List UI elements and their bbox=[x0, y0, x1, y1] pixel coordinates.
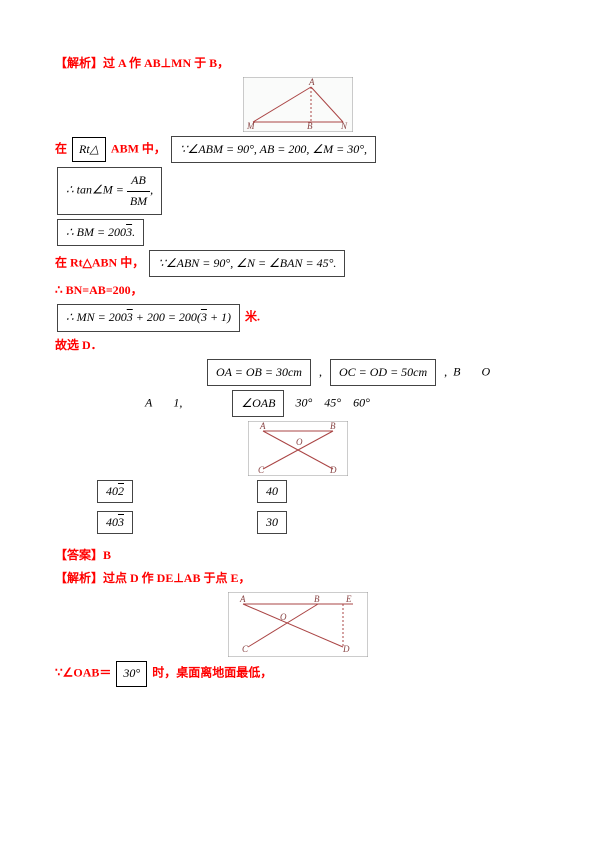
tan-line: ∴ tan∠M = ABBM, bbox=[55, 167, 540, 214]
eq-bm: ∴ BM = 2003. bbox=[57, 219, 144, 246]
conclusion-d: 故选 D． bbox=[55, 336, 540, 355]
cross-diagram: A B C D O bbox=[248, 421, 348, 476]
svg-text:C: C bbox=[258, 465, 265, 475]
rt-abn: 在 Rt△ABN 中， ∵∠ABN = 90°, ∠N = ∠BAN = 45°… bbox=[55, 250, 540, 277]
page: 【解析】过 A 作 AB⊥MN 于 B， A M B N 在 Rt△ ABM 中… bbox=[0, 0, 595, 842]
bn-line: ∴ BN=AB=200， bbox=[55, 281, 540, 300]
mn-line: ∴ MN = 2003 + 200 = 200(3 + 1) 米. bbox=[55, 304, 540, 331]
eq-abm: ∵∠ABM = 90°, AB = 200, ∠M = 30°, bbox=[171, 136, 376, 163]
svg-text:O: O bbox=[296, 437, 303, 447]
box-30: 30° bbox=[116, 661, 147, 686]
oab-30-line: ∵∠OAB＝ 30° 时，桌面离地面最低， bbox=[55, 661, 540, 686]
eq-oc-od: OC = OD = 50cm bbox=[330, 359, 436, 386]
opt-a: 402 bbox=[97, 480, 133, 503]
rt-abm: 在 Rt△ ABM 中， ∵∠ABM = 90°, AB = 200, ∠M =… bbox=[55, 136, 540, 163]
svg-text:O: O bbox=[280, 612, 287, 622]
svg-text:E: E bbox=[345, 594, 352, 604]
svg-text:A: A bbox=[259, 421, 266, 431]
svg-text:A: A bbox=[308, 77, 315, 87]
svg-text:D: D bbox=[342, 644, 350, 654]
cross-ext-diagram: A B E C D O bbox=[228, 592, 368, 657]
oa-ob-line: OA = OB = 30cm , OC = OD = 50cm , B O bbox=[205, 359, 540, 386]
svg-text:N: N bbox=[340, 121, 348, 131]
diagram-2: A B C D O bbox=[55, 421, 540, 476]
bm-line: ∴ BM = 2003. bbox=[55, 219, 540, 246]
analysis-2: 【解析】过点 D 作 DE⊥AB 于点 E， bbox=[55, 569, 540, 588]
eq-oa-ob: OA = OB = 30cm bbox=[207, 359, 311, 386]
answer-b: 【答案】B bbox=[55, 546, 540, 565]
svg-text:B: B bbox=[330, 421, 336, 431]
opt-c: 403 bbox=[97, 511, 133, 534]
eq-abn: ∵∠ABN = 90°, ∠N = ∠BAN = 45°. bbox=[149, 250, 345, 277]
svg-text:A: A bbox=[239, 594, 246, 604]
opt-d: 30 bbox=[257, 511, 287, 534]
angle-line: A 1, ∠OAB 30° 45° 60° bbox=[145, 390, 540, 417]
svg-text:C: C bbox=[242, 644, 249, 654]
svg-text:D: D bbox=[329, 465, 337, 475]
opt-b: 40 bbox=[257, 480, 287, 503]
eq-tan: ∴ tan∠M = ABBM, bbox=[57, 167, 162, 214]
svg-text:B: B bbox=[307, 121, 313, 131]
eq-oab: ∠OAB bbox=[232, 390, 284, 417]
rt-triangle-box: Rt△ bbox=[72, 137, 106, 162]
options-row-2: 403 30 bbox=[95, 511, 540, 534]
options-row-1: 402 40 bbox=[95, 480, 540, 503]
svg-text:M: M bbox=[246, 121, 255, 131]
diagram-3: A B E C D O bbox=[55, 592, 540, 657]
svg-text:B: B bbox=[314, 594, 320, 604]
diagram-1: A M B N bbox=[55, 77, 540, 132]
analysis-heading: 【解析】过 A 作 AB⊥MN 于 B， bbox=[55, 54, 540, 73]
eq-mn: ∴ MN = 2003 + 200 = 200(3 + 1) bbox=[57, 304, 240, 331]
triangle-diagram: A M B N bbox=[243, 77, 353, 132]
